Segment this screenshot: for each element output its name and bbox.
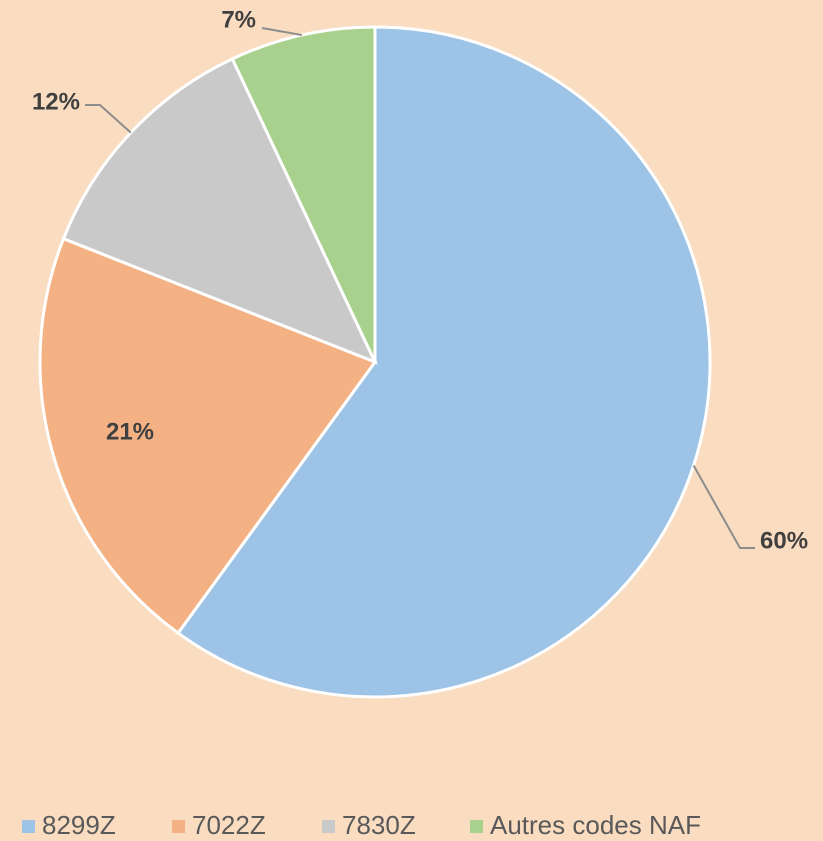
pie-slice bbox=[175, 25, 712, 699]
leader-line bbox=[85, 104, 132, 134]
legend-swatch bbox=[172, 820, 185, 833]
leader-line bbox=[692, 465, 755, 549]
legend-label: 7830Z bbox=[342, 810, 416, 840]
data-label: 7% bbox=[221, 6, 256, 33]
legend-label: Autres codes NAF bbox=[490, 810, 701, 840]
legend-label: 8299Z bbox=[42, 810, 116, 840]
data-label: 60% bbox=[760, 527, 808, 554]
legend-swatch bbox=[22, 820, 35, 833]
leader-line bbox=[261, 27, 303, 37]
legend-swatch bbox=[322, 820, 335, 833]
legend-swatch bbox=[470, 820, 483, 833]
legend-label: 7022Z bbox=[192, 810, 266, 840]
pie-slice bbox=[61, 56, 378, 365]
pie-slice bbox=[38, 236, 378, 636]
pie-slice bbox=[230, 25, 377, 363]
data-label: 12% bbox=[32, 88, 80, 115]
data-label: 21% bbox=[106, 418, 154, 445]
